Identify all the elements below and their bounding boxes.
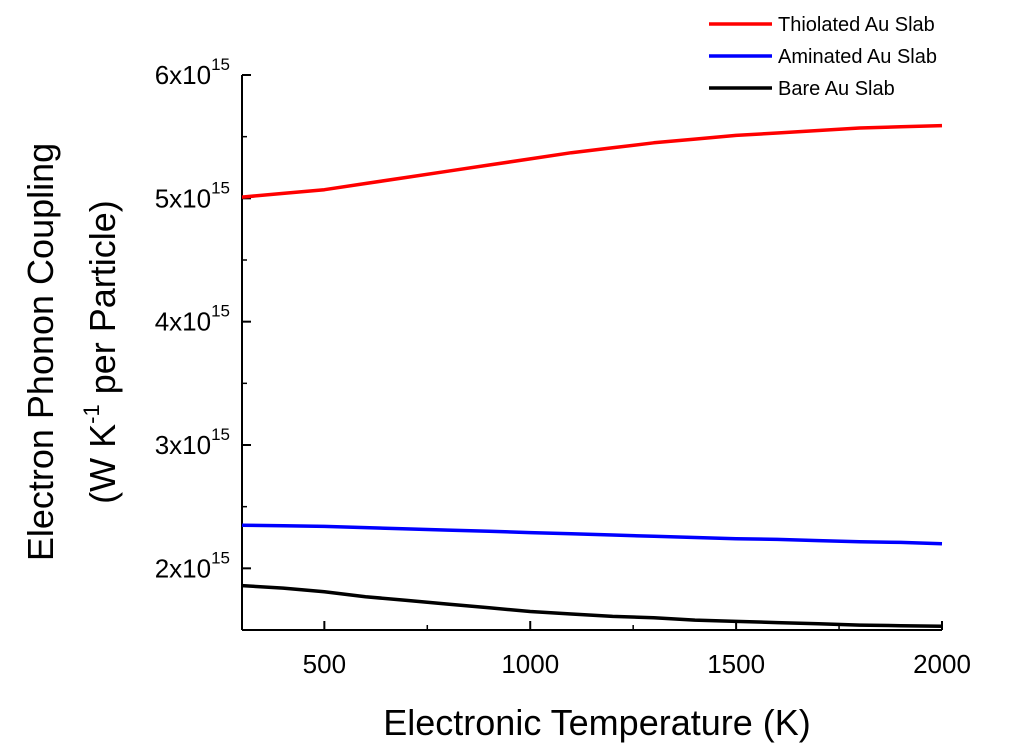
series-line-aminated-au-slab bbox=[241, 523, 943, 546]
legend-label-bare-au-slab: Bare Au Slab bbox=[778, 78, 895, 100]
y-tick-label: 4x1015 bbox=[155, 302, 230, 337]
x-axis-title: Electronic Temperature (K) bbox=[383, 702, 811, 743]
series-lines bbox=[241, 123, 943, 629]
plot-area: 500 1000 1500 2000 2x1015 3x1015 4x1015 5x1015… bbox=[155, 55, 971, 679]
series-line-thiolated-au-slab bbox=[241, 123, 943, 199]
y-tick-label: 5x1015 bbox=[155, 178, 230, 213]
x-tick-label: 500 bbox=[303, 649, 346, 679]
legend-label-thiolated-au-slab: Thiolated Au Slab bbox=[778, 14, 935, 36]
x-tick-label: 1500 bbox=[707, 649, 765, 679]
y-axis-title-line1: Electron Phonon Coupling bbox=[20, 143, 61, 561]
y-ticks: 2x1015 3x1015 4x1015 5x1015 6x1015 bbox=[155, 55, 251, 631]
y-axis-title-line2: (W K-1 per Particle) bbox=[79, 200, 123, 504]
legend-label-aminated-au-slab: Aminated Au Slab bbox=[778, 46, 937, 68]
x-ticks: 500 1000 1500 2000 bbox=[303, 621, 971, 679]
x-tick-label: 1000 bbox=[501, 649, 559, 679]
legend: Thiolated Au Slab Aminated Au Slab Bare Au… bbox=[709, 14, 937, 100]
x-tick-label: 2000 bbox=[913, 649, 971, 679]
y-tick-label: 2x1015 bbox=[155, 548, 230, 583]
y-tick-label: 6x1015 bbox=[155, 55, 230, 90]
series-line-bare-au-slab bbox=[241, 583, 943, 629]
y-axis-title: Electron Phonon Coupling (W K-1 per Part… bbox=[20, 143, 123, 561]
y-tick-label: 3x1015 bbox=[155, 425, 230, 460]
